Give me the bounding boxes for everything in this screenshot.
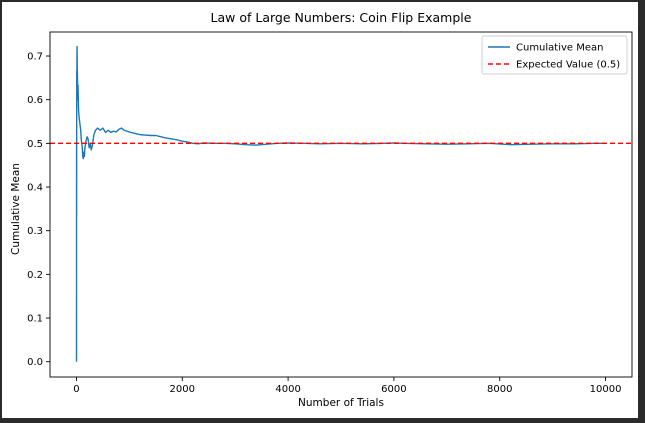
- chart-title: Law of Large Numbers: Coin Flip Example: [211, 10, 472, 25]
- y-tick-label: 0.0: [27, 357, 43, 368]
- x-tick-label: 10000: [590, 384, 622, 395]
- y-tick-label: 0.7: [27, 52, 43, 63]
- y-tick-label: 0.6: [27, 95, 43, 106]
- x-axis-title: Number of Trials: [298, 397, 384, 409]
- y-tick-label: 0.3: [27, 226, 43, 237]
- x-tick-label: 8000: [487, 384, 512, 395]
- legend-label: Cumulative Mean: [516, 43, 604, 54]
- x-tick-label: 0: [73, 384, 79, 395]
- x-tick-label: 6000: [381, 384, 406, 395]
- x-tick-label: 4000: [275, 384, 300, 395]
- legend-label: Expected Value (0.5): [516, 60, 620, 71]
- line-chart: Law of Large Numbers: Coin Flip Example …: [10, 10, 633, 409]
- y-tick-label: 0.2: [27, 270, 43, 281]
- plot-area-frame: [49, 31, 633, 378]
- y-axis-title: Cumulative Mean: [10, 163, 22, 255]
- y-tick-label: 0.1: [27, 314, 43, 325]
- legend-box: [481, 35, 628, 75]
- figure-canvas: Law of Large Numbers: Coin Flip Example …: [2, 2, 638, 418]
- x-tick-label: 2000: [170, 384, 195, 395]
- y-tick-label: 0.4: [27, 183, 43, 194]
- series-line-cumulative-mean: [75, 45, 606, 362]
- y-tick-label: 0.5: [27, 139, 43, 150]
